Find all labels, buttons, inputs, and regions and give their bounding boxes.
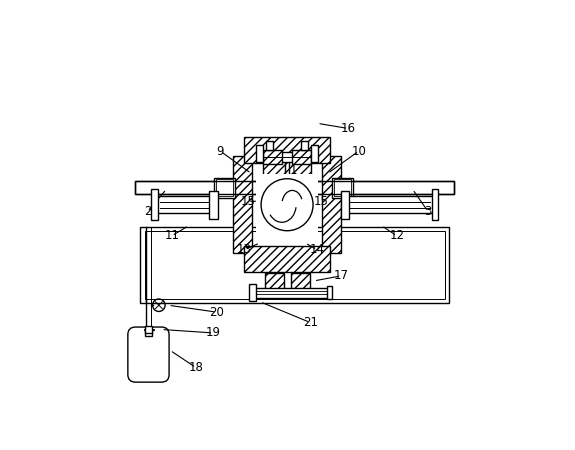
Bar: [200, 183, 206, 193]
Bar: [322, 156, 341, 253]
Bar: [292, 150, 311, 164]
Text: 16: 16: [341, 122, 356, 135]
Bar: [263, 150, 282, 164]
Bar: [214, 178, 235, 198]
Text: 9: 9: [216, 144, 224, 158]
Bar: [311, 145, 318, 162]
Bar: [216, 180, 233, 196]
Bar: [301, 141, 308, 150]
Text: 1: 1: [289, 164, 297, 176]
Text: 18: 18: [189, 361, 204, 374]
Bar: [244, 246, 331, 272]
Bar: [266, 141, 273, 150]
Bar: [145, 326, 152, 333]
Text: 21: 21: [303, 316, 318, 329]
Bar: [264, 160, 309, 183]
Bar: [432, 189, 439, 220]
Bar: [145, 329, 152, 337]
Bar: [394, 183, 401, 193]
Bar: [334, 180, 351, 196]
Bar: [168, 183, 175, 193]
Bar: [233, 156, 252, 253]
Bar: [135, 181, 454, 194]
Text: 13: 13: [237, 243, 252, 256]
Bar: [374, 183, 381, 193]
Bar: [341, 191, 350, 219]
Bar: [332, 178, 353, 198]
Bar: [151, 189, 158, 220]
FancyBboxPatch shape: [128, 327, 169, 382]
Bar: [249, 284, 256, 301]
Bar: [135, 181, 454, 194]
Bar: [209, 191, 218, 219]
Bar: [147, 183, 154, 193]
Bar: [264, 273, 283, 294]
Bar: [254, 288, 329, 297]
Text: 19: 19: [206, 326, 221, 339]
Bar: [384, 183, 391, 193]
Text: 14: 14: [310, 243, 325, 256]
Bar: [263, 160, 285, 176]
Bar: [156, 196, 211, 213]
Bar: [152, 329, 154, 330]
Text: 11: 11: [164, 230, 179, 243]
Text: 17: 17: [334, 269, 349, 282]
Bar: [290, 273, 309, 294]
Bar: [144, 329, 145, 330]
Text: 12: 12: [389, 230, 404, 243]
Bar: [353, 183, 360, 193]
Text: 10: 10: [351, 144, 366, 158]
Bar: [189, 183, 196, 193]
Bar: [332, 183, 339, 193]
Text: 2: 2: [144, 205, 151, 218]
Text: 15: 15: [313, 195, 328, 208]
Bar: [137, 183, 144, 193]
Bar: [258, 152, 316, 162]
Bar: [244, 137, 331, 163]
Bar: [140, 227, 449, 303]
Bar: [327, 286, 332, 299]
Bar: [256, 145, 263, 162]
Text: 3: 3: [424, 205, 432, 218]
Bar: [158, 183, 165, 193]
Text: 20: 20: [209, 306, 224, 319]
Bar: [145, 231, 444, 299]
Bar: [348, 196, 434, 213]
Text: 15: 15: [240, 195, 255, 208]
Bar: [343, 183, 350, 193]
Bar: [289, 160, 311, 176]
Bar: [179, 183, 186, 193]
Bar: [256, 174, 318, 236]
Bar: [363, 183, 370, 193]
